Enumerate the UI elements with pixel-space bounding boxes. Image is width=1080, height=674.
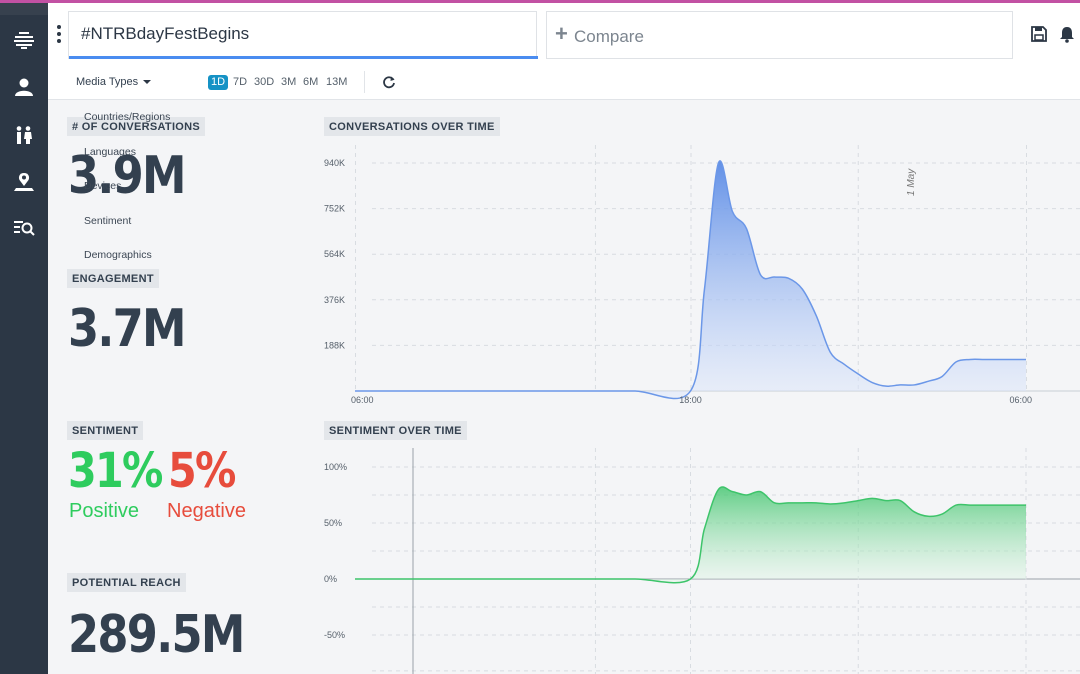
top-accent-strip xyxy=(0,0,1080,3)
compare-box[interactable]: + Compare xyxy=(546,11,1013,59)
x-tick-label: 06:00 xyxy=(1009,395,1032,405)
refresh-icon[interactable] xyxy=(382,75,396,89)
sentiment-chart-title: SENTIMENT OVER TIME xyxy=(324,421,467,440)
plus-icon: + xyxy=(555,21,568,46)
menu-item-languages[interactable]: Languages xyxy=(84,145,136,158)
conversations-line xyxy=(354,160,1026,400)
x-tick-label: 18:00 xyxy=(679,395,702,405)
caret-down-icon xyxy=(143,80,152,85)
positive-sentiment-value: 31% xyxy=(68,443,163,499)
reach-card-label: POTENTIAL REACH xyxy=(67,573,186,592)
conversations-card-label: # OF CONVERSATIONS xyxy=(67,117,206,136)
menu-item-demographics[interactable]: Demographics xyxy=(84,249,152,261)
reach-value: 289.5M xyxy=(68,605,245,665)
list-search-icon[interactable] xyxy=(11,217,37,239)
menu-item-sentiment[interactable]: Sentiment xyxy=(84,214,132,227)
y-tick-label: 940K xyxy=(324,158,345,168)
engagement-card-label: ENGAGEMENT xyxy=(67,269,159,288)
sentiment-card-label: SENTIMENT xyxy=(67,421,144,440)
user-icon[interactable] xyxy=(11,76,37,98)
y-tick-label: -50% xyxy=(324,630,345,640)
sentiment-area xyxy=(355,486,1026,583)
sidebar-top xyxy=(0,3,48,15)
conversations-over-time-chart: 188K 376K 564K 752K 940K 1 May 06:00 18:00 06:00 xyxy=(324,145,1080,405)
logo-icon[interactable] xyxy=(11,29,37,51)
y-tick-label: 0% xyxy=(324,574,337,584)
range-13m-button[interactable]: 13M xyxy=(326,76,348,88)
range-7d-button[interactable]: 7D xyxy=(233,76,248,88)
conversations-value: 3.9M xyxy=(68,146,187,206)
menu-item-countries[interactable]: Countries/Regions xyxy=(84,111,171,123)
media-types-menu: Countries/Regions Languages Devices Sent… xyxy=(84,111,170,284)
range-1d-button[interactable]: 1D xyxy=(208,75,229,90)
positive-sentiment-label: Positive xyxy=(69,500,140,522)
search-box xyxy=(68,11,538,59)
search-underline xyxy=(69,56,538,59)
y-tick-label: 100% xyxy=(324,462,347,472)
location-icon[interactable] xyxy=(11,171,37,193)
sentiment-over-time-chart: -50% 0% 50% 100% xyxy=(324,448,1080,674)
y-tick-label: 50% xyxy=(324,518,342,528)
sidebar xyxy=(0,3,48,674)
conversations-chart-title: CONVERSATIONS OVER TIME xyxy=(324,117,500,136)
y-tick-label: 564K xyxy=(324,249,345,259)
header-bar: + Compare Media Types 1D 7D 30D 3M 6M 13… xyxy=(48,3,1080,100)
menu-kebab-icon[interactable] xyxy=(56,25,62,45)
negative-sentiment-value: 5% xyxy=(168,443,236,499)
dashboard-main: + Compare Media Types 1D 7D 30D 3M 6M 13… xyxy=(48,3,1080,674)
media-types-dropdown[interactable]: Media Types xyxy=(76,76,152,88)
negative-sentiment-label: Negative xyxy=(167,500,246,522)
people-icon[interactable] xyxy=(11,124,37,146)
menu-item-devices[interactable]: Devices xyxy=(84,180,122,192)
toolbar-divider xyxy=(364,71,365,93)
sentiment-line xyxy=(355,486,1026,584)
range-3m-button[interactable]: 3M xyxy=(281,76,297,88)
y-tick-label: 188K xyxy=(324,340,345,350)
y-tick-label: 752K xyxy=(324,204,345,214)
engagement-value: 3.7M xyxy=(68,299,187,359)
search-input[interactable] xyxy=(81,24,521,44)
x-tick-label: 06:00 xyxy=(351,395,374,405)
conversations-area xyxy=(355,160,1026,399)
media-types-label: Media Types xyxy=(76,76,139,88)
date-annotation: 1 May xyxy=(906,168,917,196)
bell-icon[interactable] xyxy=(1058,25,1076,43)
save-icon[interactable] xyxy=(1030,25,1048,43)
range-6m-button[interactable]: 6M xyxy=(303,76,319,88)
y-tick-label: 376K xyxy=(324,295,345,305)
compare-label: Compare xyxy=(574,27,644,46)
range-30d-button[interactable]: 30D xyxy=(254,76,275,88)
